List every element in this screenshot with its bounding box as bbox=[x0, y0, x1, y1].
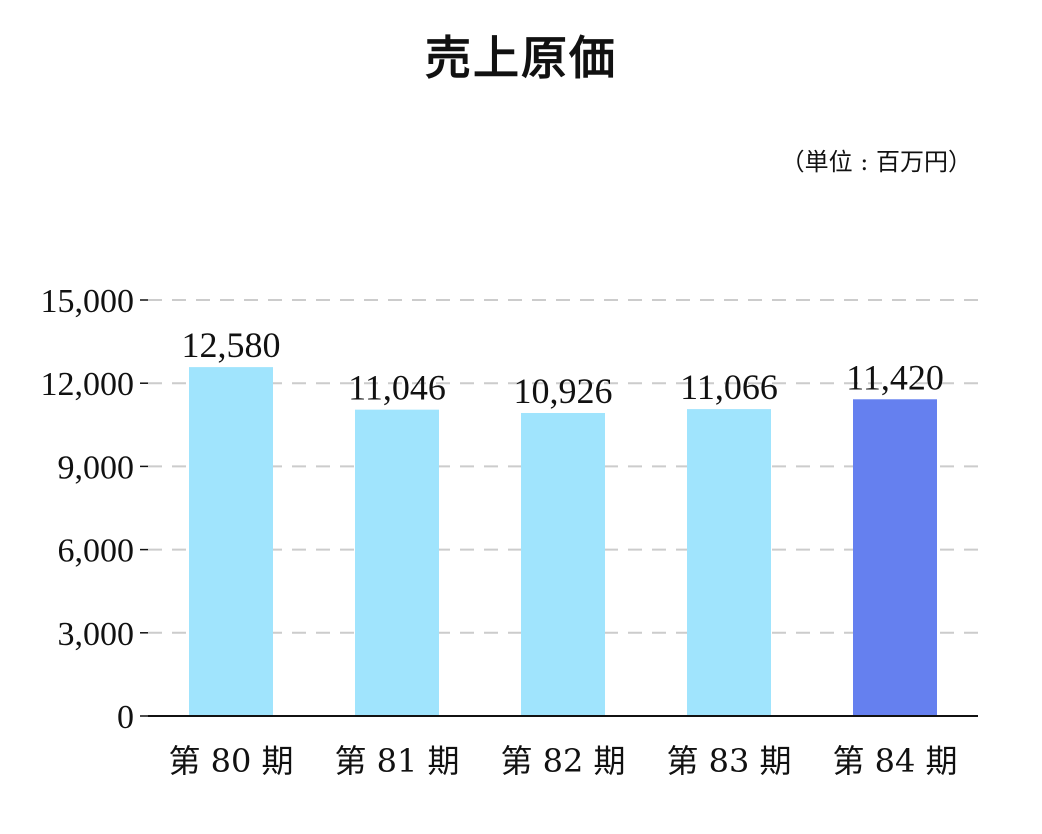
x-tick-label: 第 80 期 bbox=[168, 742, 293, 780]
y-tick-label: 9,000 bbox=[58, 449, 135, 486]
bar bbox=[853, 399, 937, 716]
chart-title: 売上原価 bbox=[425, 31, 617, 85]
y-tick-label: 0 bbox=[117, 699, 134, 736]
data-label: 11,420 bbox=[846, 357, 944, 397]
x-tick-label: 第 81 期 bbox=[334, 742, 459, 780]
data-label: 11,066 bbox=[680, 367, 778, 407]
x-tick-label: 第 82 期 bbox=[500, 742, 625, 780]
bar bbox=[355, 409, 439, 716]
data-label: 10,926 bbox=[514, 371, 613, 411]
data-label: 12,580 bbox=[182, 325, 281, 365]
bar bbox=[521, 412, 605, 716]
data-label: 11,046 bbox=[348, 368, 446, 408]
y-tick-label: 15,000 bbox=[41, 283, 135, 320]
bar bbox=[189, 367, 273, 716]
bar bbox=[687, 409, 771, 716]
x-tick-label: 第 84 期 bbox=[832, 742, 957, 780]
y-tick-label: 12,000 bbox=[41, 366, 135, 403]
x-tick-label: 第 83 期 bbox=[666, 742, 791, 780]
y-tick-label: 6,000 bbox=[58, 533, 135, 570]
y-tick-label: 3,000 bbox=[58, 616, 135, 653]
unit-label: （単位 : 百万円） bbox=[780, 148, 972, 176]
